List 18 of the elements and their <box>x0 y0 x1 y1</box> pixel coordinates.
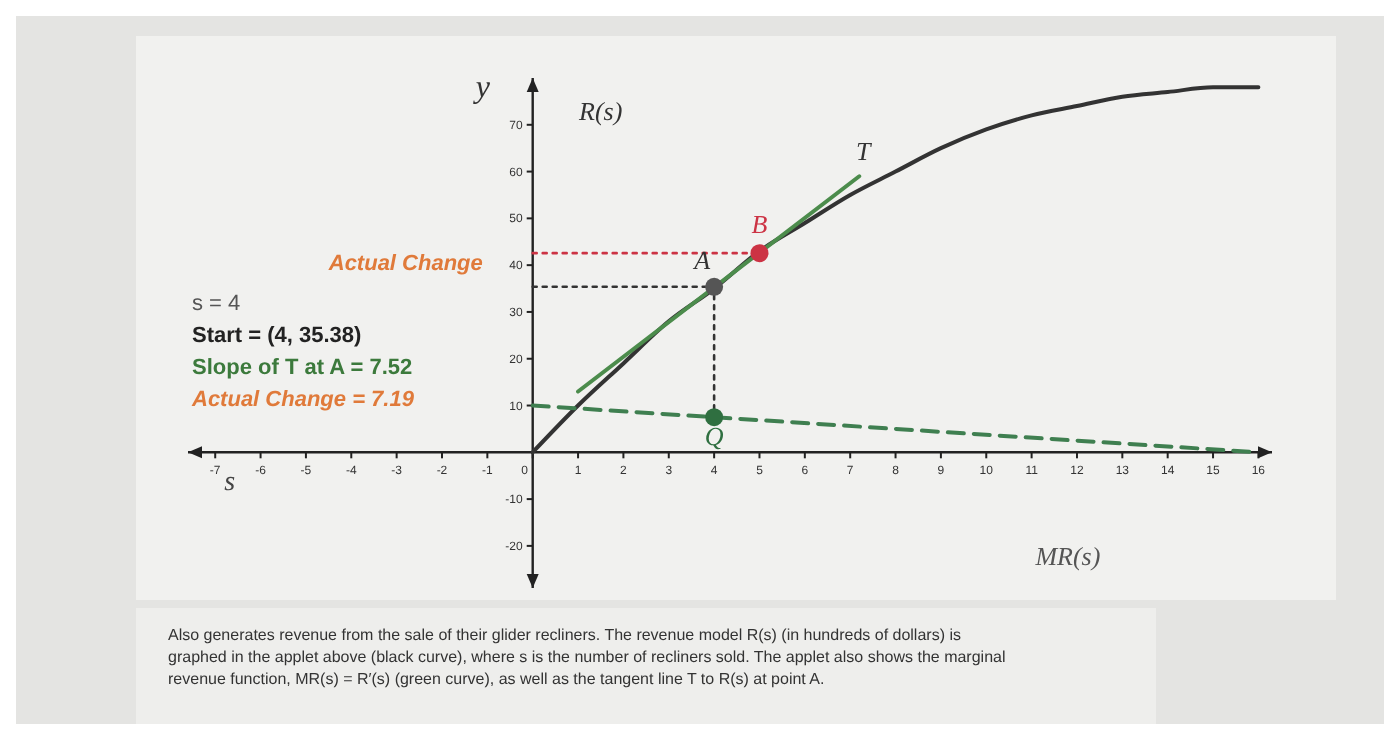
annotation: Slope of T at A = 7.52 <box>192 356 413 380</box>
text: Also generates revenue from the sale of their glider recliners. The revenue model R(s) (in hundreds of dollars) is graphed in the applet above (black curve), where s is the number of recliners sold. The applet also shows the marginal revenue function, MR(s) = R′(s) (green curve), as well as the tangent line T to R(s) at point A. <box>168 626 1006 688</box>
x-axis-title: s <box>224 467 237 498</box>
point <box>705 277 724 296</box>
y-axis-title: y <box>471 70 492 105</box>
annotation: Actual Change = 7.19 <box>190 388 416 412</box>
line-series <box>530 85 1261 455</box>
annotation: B <box>751 209 768 240</box>
point <box>750 244 769 263</box>
annotation: Q <box>704 421 725 452</box>
annotation: A <box>692 244 711 275</box>
annotation: s = 4 <box>192 292 241 316</box>
annotation: Start = (4, 35.38) <box>192 324 363 348</box>
annotation: MR(s) <box>1033 540 1101 571</box>
annotation: T <box>856 136 873 167</box>
annotation: R(s) <box>577 96 623 127</box>
annotation: Actual Change <box>326 251 483 276</box>
point <box>705 408 724 427</box>
